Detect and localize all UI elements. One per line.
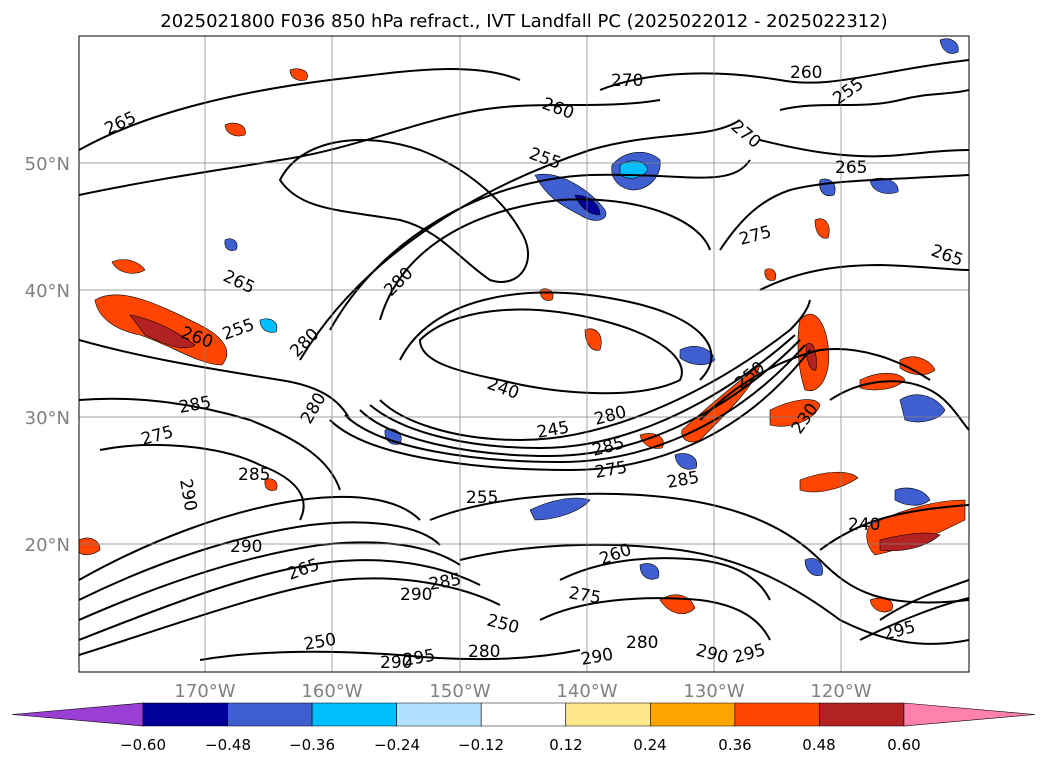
- colorbar-tick-labels: −0.60 −0.48 −0.36 −0.24 −0.12 0.12 0.24 …: [120, 736, 921, 754]
- longitude-labels: 170°W 160°W 150°W 140°W 130°W 120°W: [174, 681, 871, 702]
- colorbar-segment: [11, 702, 144, 727]
- latitude-label: 40°N: [25, 281, 70, 302]
- colorbar-tick-label: −0.60: [120, 736, 166, 754]
- contour-label: 265: [835, 158, 867, 178]
- colorbar-tick-label: 0.12: [549, 736, 582, 754]
- colorbar-segment: [142, 702, 228, 727]
- colorbar-segments: [11, 702, 1036, 727]
- contour-label: 290: [400, 585, 432, 605]
- colorbar-segment: [565, 702, 651, 727]
- longitude-label: 120°W: [810, 681, 871, 702]
- contour-label: 260: [790, 63, 822, 83]
- longitude-label: 140°W: [556, 681, 617, 702]
- contour-label: 270: [611, 71, 643, 91]
- contour-label: 290: [230, 537, 262, 557]
- contour-label: 280: [468, 642, 500, 662]
- contour-label: 240: [848, 515, 880, 535]
- colorbar: −0.60 −0.48 −0.36 −0.24 −0.12 0.12 0.24 …: [11, 702, 1036, 754]
- colorbar-segment: [480, 702, 567, 727]
- latitude-label: 20°N: [25, 535, 70, 556]
- colorbar-tick-label: 0.24: [633, 736, 666, 754]
- colorbar-tick-label: −0.24: [374, 736, 420, 754]
- longitude-label: 170°W: [174, 681, 235, 702]
- figure-title: 2025021800 F036 850 hPa refract., IVT La…: [160, 11, 887, 32]
- contour-label: 285: [238, 465, 270, 485]
- contour-label: 280: [626, 633, 658, 653]
- colorbar-tick-label: −0.48: [205, 736, 251, 754]
- contour-label: 255: [466, 488, 498, 508]
- latitude-label: 30°N: [25, 408, 70, 429]
- graticule: [79, 36, 969, 672]
- colorbar-tick-label: 0.60: [887, 736, 920, 754]
- colorbar-segment: [903, 702, 1036, 727]
- longitude-label: 160°W: [301, 681, 362, 702]
- longitude-label: 150°W: [429, 681, 490, 702]
- map-frame: [78, 35, 970, 673]
- colorbar-segment: [311, 702, 397, 727]
- colorbar-segment: [734, 702, 820, 727]
- contour-label: 290: [380, 653, 412, 673]
- colorbar-tick-label: 0.48: [802, 736, 835, 754]
- latitude-label: 50°N: [25, 154, 70, 175]
- map-panel: 265 265 260 255 270 260 255 270 265 275 …: [79, 36, 969, 673]
- colorbar-tick-label: 0.36: [718, 736, 751, 754]
- colorbar-tick-label: −0.36: [289, 736, 335, 754]
- colorbar-segment: [819, 702, 905, 727]
- colorbar-segment: [227, 702, 313, 727]
- refractivity-contours: [79, 59, 969, 661]
- ivt-shading-layer: [79, 38, 966, 615]
- colorbar-tick-label: −0.12: [458, 736, 504, 754]
- colorbar-segment: [650, 702, 736, 727]
- longitude-label: 130°W: [683, 681, 744, 702]
- latitude-labels: 50°N 40°N 30°N 20°N: [25, 154, 70, 556]
- colorbar-segment: [396, 702, 482, 727]
